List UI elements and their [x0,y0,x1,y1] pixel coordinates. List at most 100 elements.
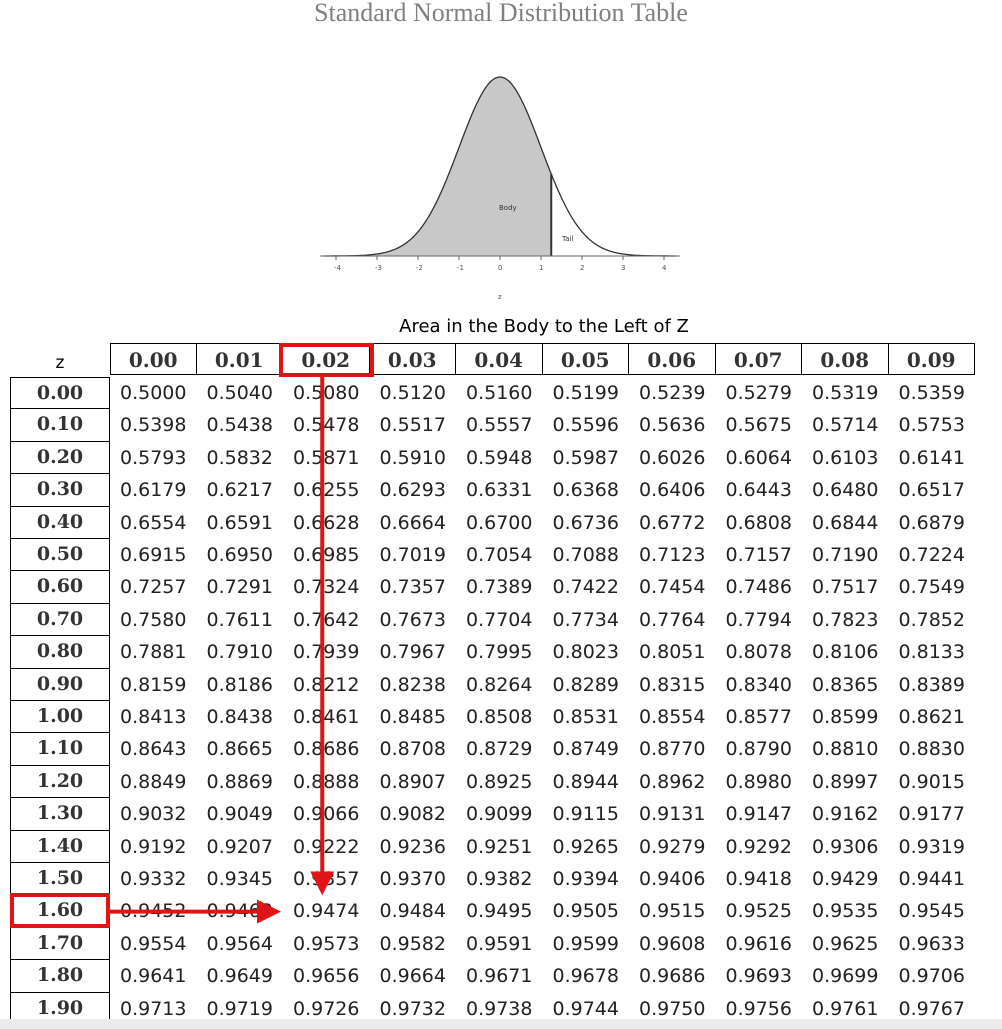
table-cell: 0.9591 [466,932,533,955]
table-cell: 0.9649 [206,965,273,988]
table-cell: 0.9554 [120,932,187,955]
table-cell: 0.9394 [552,868,619,890]
table-cell: 0.8531 [552,706,619,728]
axis-tick-label: 2 [580,264,584,272]
body-label: Body [499,204,517,212]
table-cell: 0.6879 [898,511,965,534]
table-cell: 0.8830 [898,738,965,761]
table-cell: 0.6736 [552,511,619,534]
table-cell: 0.9099 [466,803,533,826]
highlight-row-box [10,893,110,928]
table-cell: 0.9192 [120,835,187,858]
z-column-header: z [55,353,65,373]
table-cell: 0.5793 [120,446,187,469]
table-cell: 0.9115 [552,803,619,826]
table-cell: 0.9686 [639,965,706,988]
table-cell: 0.9418 [725,868,792,890]
table-cell: 0.8770 [639,738,706,761]
table-cell: 0.9515 [639,900,706,923]
table-cell: 0.8810 [812,738,879,761]
table-cell: 0.5199 [552,382,619,404]
column-header: 0.00 [110,343,197,375]
table-cell: 0.6772 [639,511,706,534]
table-cell: 0.6064 [725,446,792,469]
table-cell: 0.9678 [552,965,619,988]
table-cell: 0.8133 [898,641,965,664]
table-cell: 0.9474 [293,900,360,923]
table-cell: 0.8186 [206,673,273,696]
z-row-label: 1.70 [10,927,110,961]
table-cell: 0.9370 [379,868,446,890]
table-cell: 0.9147 [725,803,792,826]
table-cell: 0.9726 [293,997,360,1020]
z-row-label: 1.30 [10,798,110,831]
table-cell: 0.9699 [812,965,879,988]
table-cell: 0.6293 [379,479,446,502]
table-cell: 0.7734 [552,608,619,631]
axis-tick-label: -3 [375,264,382,272]
table-cell: 0.7357 [379,576,446,599]
table-cell: 0.7257 [120,576,187,599]
table-cell: 0.9345 [206,868,273,890]
table-cell: 0.5239 [639,382,706,404]
z-row-label: 0.20 [10,441,110,475]
column-header: 0.06 [629,343,716,375]
table-cell: 0.5948 [466,446,533,469]
table-cell: 0.8159 [120,673,187,696]
table-cell: 0.7224 [898,544,965,566]
table-cell: 0.9608 [639,932,706,955]
table-cell: 0.8599 [812,706,879,728]
table-cell: 0.5398 [120,414,187,437]
table-cell: 0.8790 [725,738,792,761]
table-cell: 0.5319 [812,382,879,404]
table-cell: 0.7642 [293,608,360,631]
table-cell: 0.9767 [898,997,965,1020]
table-cell: 0.8925 [466,770,533,793]
table-cell: 0.9207 [206,835,273,858]
axis-tick-label: 4 [662,264,667,272]
axis-tick-label: 3 [621,264,625,272]
column-header: 0.09 [888,343,975,375]
table-cell: 0.6915 [120,544,187,566]
table-cell: 0.9719 [206,997,273,1020]
table-cell: 0.7190 [812,544,879,566]
table-cell: 0.9641 [120,965,187,988]
table-cell: 0.6179 [120,479,187,502]
table-cell: 0.9332 [120,868,187,890]
table-cell: 0.7704 [466,608,533,631]
normal-curve-figure: -4 -3 -2 -1 0 1 2 3 4 Body Tail z [320,76,680,301]
column-header: 0.01 [196,343,283,375]
table-cell: 0.8907 [379,770,446,793]
table-cell: 0.9706 [898,965,965,988]
table-cell: 0.9222 [293,835,360,858]
table-cell: 0.8106 [812,641,879,664]
table-cell: 0.7019 [379,544,446,566]
table-cell: 0.7881 [120,641,187,664]
table-cell: 0.6480 [812,479,879,502]
table-cell: 0.8289 [552,673,619,696]
table-cell: 0.8980 [725,770,792,793]
z-row-label: 0.00 [10,377,110,410]
table-cell: 0.9429 [812,868,879,890]
table-cell: 0.8389 [898,673,965,696]
table-cell: 0.7422 [552,576,619,599]
table-cell: 0.6443 [725,479,792,502]
table-cell: 0.5636 [639,414,706,437]
z-row-label: 0.50 [10,539,110,572]
table-cell: 0.9162 [812,803,879,826]
table-cell: 0.5120 [379,382,446,404]
table-cell: 0.9015 [898,770,965,793]
table-cell: 0.9616 [725,932,792,955]
table-cell: 0.7967 [379,641,446,664]
table-cell: 0.7054 [466,544,533,566]
table-cell: 0.9671 [466,965,533,988]
table-cell: 0.9463 [206,900,273,923]
table-cell: 0.8849 [120,770,187,793]
table-cell: 0.9625 [812,932,879,955]
table-cell: 0.9693 [725,965,792,988]
table-cell: 0.8643 [120,738,187,761]
table-cell: 0.8944 [552,770,619,793]
table-cell: 0.5557 [466,414,533,437]
curve-line [323,76,677,257]
table-cell: 0.7389 [466,576,533,599]
